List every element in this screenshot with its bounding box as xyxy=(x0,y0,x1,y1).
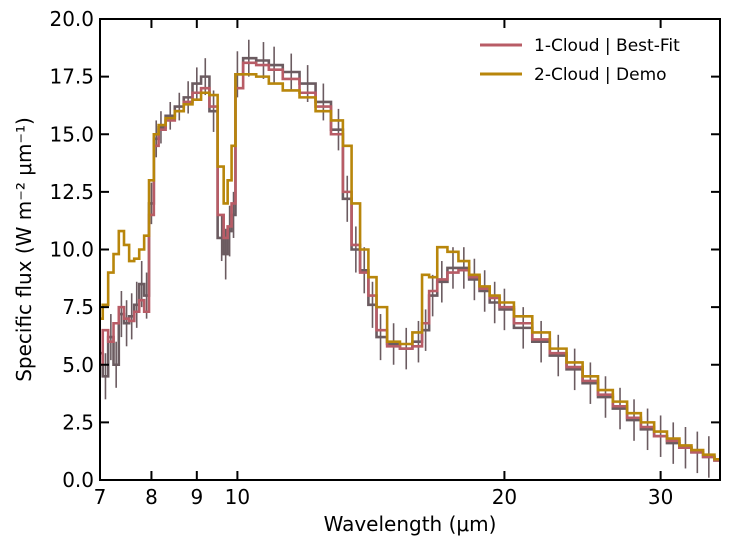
series-demo-line xyxy=(100,73,720,461)
legend: 1-Cloud | Best-Fit 2-Cloud | Demo xyxy=(480,36,680,85)
y-tick-label: 7.5 xyxy=(62,295,94,319)
series-layer xyxy=(100,39,720,480)
series-observed xyxy=(100,39,720,480)
series-demo xyxy=(100,73,720,461)
y-tick-label: 2.5 xyxy=(62,410,94,434)
y-tick-label: 20.0 xyxy=(49,7,94,31)
x-tick-label: 8 xyxy=(145,485,158,509)
y-tick-label: 17.5 xyxy=(49,65,94,89)
series-best-fit-line xyxy=(100,61,720,462)
x-axis-label: Wavelength (μm) xyxy=(324,512,497,536)
legend-label-best-fit: 1-Cloud | Best-Fit xyxy=(534,36,680,56)
x-tick-label: 30 xyxy=(648,485,673,509)
series-observed-line xyxy=(100,56,720,462)
ticks-layer: 0.0 2.5 5.0 7.5 10.0 12.5 15.0 17.5 20.0 7 8 9 10 20 3… xyxy=(49,7,720,509)
y-tick-label: 5.0 xyxy=(62,353,94,377)
series-best-fit xyxy=(100,61,720,462)
y-axis-label: Specific flux (W m⁻² μm⁻¹) xyxy=(12,117,36,382)
y-tick-label: 15.0 xyxy=(49,122,94,146)
x-tick-label: 9 xyxy=(190,485,203,509)
x-tick-label: 20 xyxy=(492,485,517,509)
y-tick-label: 0.0 xyxy=(62,468,94,492)
y-tick-label: 10.0 xyxy=(49,238,94,262)
x-tick-label: 10 xyxy=(225,485,250,509)
legend-label-demo: 2-Cloud | Demo xyxy=(534,65,667,85)
x-tick-label: 7 xyxy=(94,485,107,509)
y-tick-label: 12.5 xyxy=(49,180,94,204)
